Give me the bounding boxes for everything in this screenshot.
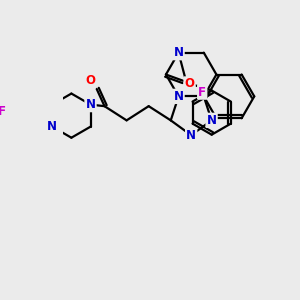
Text: N: N [47, 120, 57, 133]
Text: N: N [85, 98, 95, 111]
Text: N: N [174, 46, 184, 59]
Text: O: O [184, 77, 195, 91]
Text: O: O [85, 74, 95, 87]
Text: N: N [207, 114, 217, 127]
Text: N: N [186, 129, 196, 142]
Text: F: F [0, 105, 6, 118]
Text: F: F [198, 85, 206, 99]
Text: N: N [174, 90, 184, 103]
